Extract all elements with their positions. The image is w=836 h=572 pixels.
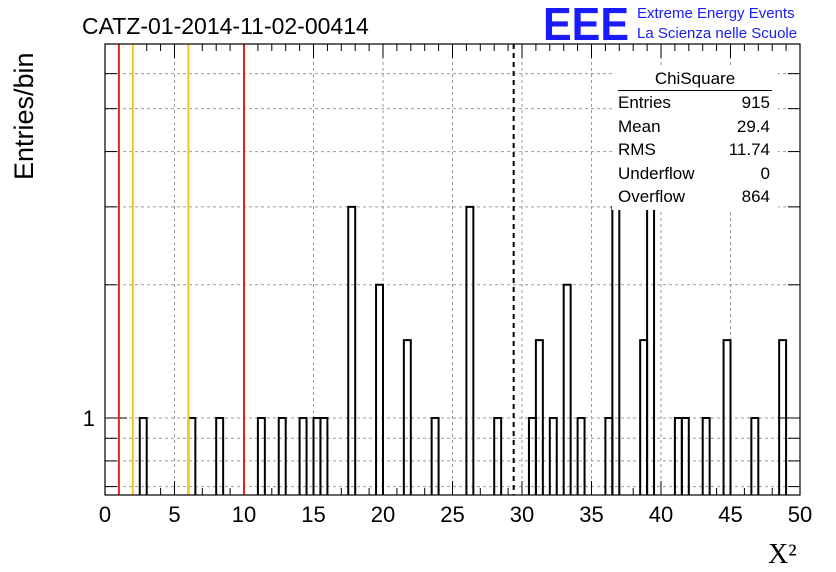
histogram-bar bbox=[187, 417, 197, 495]
stats-label: RMS bbox=[618, 140, 656, 159]
stats-row-overflow: Overflow 864 bbox=[612, 185, 778, 209]
histogram-bar bbox=[493, 417, 503, 495]
x-tick-label: 0 bbox=[99, 502, 111, 527]
x-tick-label: 35 bbox=[579, 502, 603, 527]
histogram-bar bbox=[604, 417, 614, 495]
stats-value: 11.74 bbox=[728, 140, 770, 159]
histogram-bar bbox=[277, 417, 287, 495]
eee-logo: EEE bbox=[543, 0, 629, 50]
histogram-bar bbox=[534, 339, 544, 495]
histogram-bar bbox=[778, 339, 788, 495]
x-tick-labels: 0 5 10 15 20 25 30 35 40 45 50 bbox=[99, 502, 812, 527]
chart-title: CATZ-01-2014-11-02-00414 bbox=[82, 13, 369, 39]
histogram-bar bbox=[319, 417, 329, 495]
histogram-bar bbox=[701, 417, 711, 495]
histogram-bar bbox=[611, 205, 621, 495]
histogram-bar bbox=[312, 417, 322, 495]
x-tick-label: 25 bbox=[440, 502, 464, 527]
histogram-bar bbox=[576, 417, 586, 495]
histogram-bar bbox=[680, 417, 690, 495]
logo-line-1: Extreme Energy Events bbox=[637, 5, 795, 22]
stats-value: 29.4 bbox=[736, 116, 770, 136]
histogram-bar bbox=[673, 417, 683, 495]
stats-row-entries: Entries 915 bbox=[612, 91, 778, 115]
histogram-bar bbox=[750, 417, 760, 495]
histogram-bar bbox=[430, 417, 440, 495]
histogram-bar bbox=[256, 417, 266, 495]
stats-value: 864 bbox=[741, 187, 770, 206]
histogram-bar bbox=[298, 417, 308, 495]
logo-line-2: La Scienza nelle Scuole bbox=[637, 25, 797, 42]
x-tick-label: 15 bbox=[301, 502, 325, 527]
stats-row-mean: Mean 29.4 bbox=[612, 115, 778, 139]
stats-label: Entries bbox=[618, 93, 671, 112]
histogram-bar bbox=[347, 205, 357, 495]
histogram-bar bbox=[375, 283, 384, 495]
x-tick-label: 50 bbox=[788, 502, 812, 527]
x-axis-label: X² bbox=[768, 539, 797, 570]
reference-lines bbox=[117, 44, 515, 495]
stats-row-underflow: Underflow 0 bbox=[612, 162, 778, 186]
stats-label: Mean bbox=[618, 116, 661, 136]
stats-row-rms: RMS 11.74 bbox=[612, 138, 778, 162]
histogram-bar bbox=[548, 417, 558, 495]
stats-title: ChiSquare bbox=[618, 68, 772, 91]
y-tick-label: 1 bbox=[83, 406, 95, 431]
histogram-bar bbox=[402, 339, 412, 495]
histogram-bar bbox=[562, 283, 572, 495]
stats-label: Underflow bbox=[618, 163, 695, 183]
stats-value: 0 bbox=[760, 163, 770, 183]
y-tick-labels: 1 bbox=[83, 406, 95, 431]
histogram-bar bbox=[465, 205, 475, 495]
histogram-bar bbox=[722, 339, 732, 495]
x-tick-label: 20 bbox=[371, 502, 395, 527]
x-tick-label: 40 bbox=[649, 502, 673, 527]
plot-frame bbox=[104, 43, 801, 496]
x-tick-label: 10 bbox=[232, 502, 256, 527]
histogram-bar bbox=[215, 417, 225, 495]
histogram-bar bbox=[138, 417, 148, 495]
y-axis-label: Entries/bin bbox=[9, 52, 39, 180]
x-tick-label: 30 bbox=[510, 502, 534, 527]
stats-value: 915 bbox=[741, 93, 770, 112]
x-tick-label: 45 bbox=[718, 502, 742, 527]
stats-label: Overflow bbox=[618, 187, 686, 206]
stats-box: ChiSquare Entries 915 Mean 29.4 RMS 11.74 U… bbox=[612, 68, 778, 210]
histogram-bar bbox=[527, 417, 537, 495]
x-tick-label: 5 bbox=[168, 502, 180, 527]
